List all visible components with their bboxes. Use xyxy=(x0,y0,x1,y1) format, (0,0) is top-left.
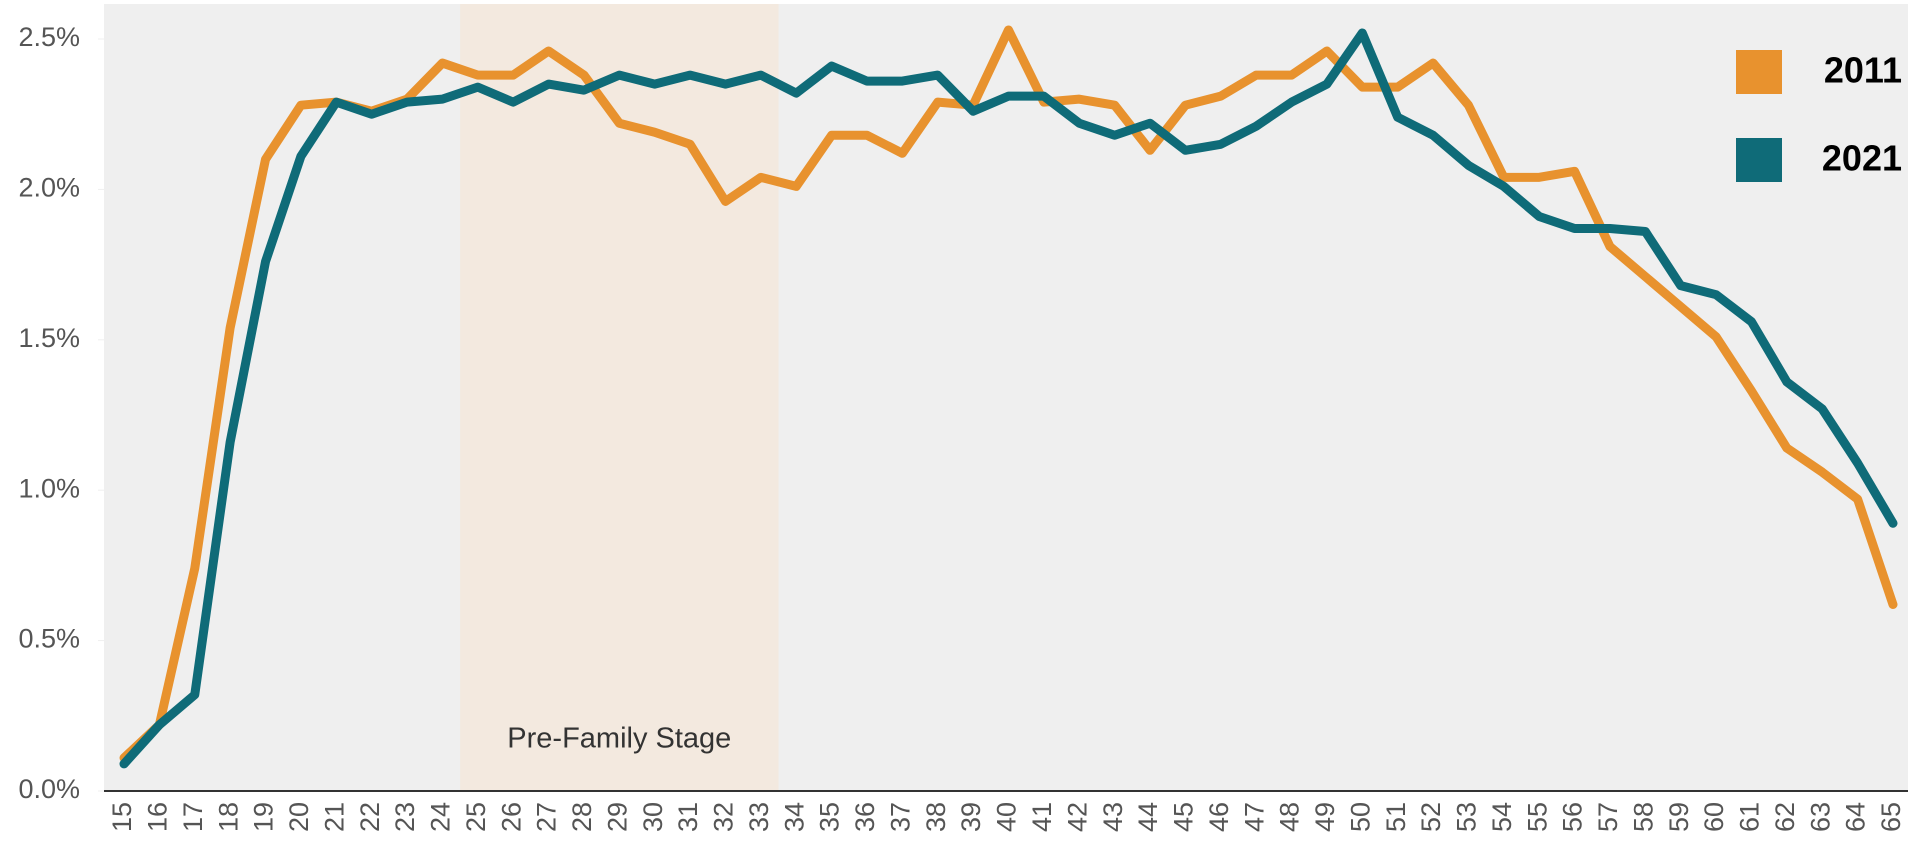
highlight-band xyxy=(460,4,779,791)
x-tick-label: 42 xyxy=(1062,802,1092,832)
x-tick-label: 50 xyxy=(1345,802,1375,832)
x-tick-label: 45 xyxy=(1169,802,1199,832)
x-tick-label: 49 xyxy=(1310,802,1340,832)
series-line xyxy=(119,25,1898,763)
plot-background xyxy=(104,4,1908,791)
x-tick-label: 33 xyxy=(744,802,774,832)
x-tick-label: 39 xyxy=(956,802,986,832)
x-tick-label: 59 xyxy=(1664,802,1694,832)
x-tick-label: 27 xyxy=(532,802,562,832)
legend-swatch xyxy=(1736,50,1782,94)
x-tick-label: 19 xyxy=(249,802,279,832)
x-tick-label: 15 xyxy=(107,802,137,832)
x-tick-label: 40 xyxy=(992,802,1022,832)
x-tick-label: 65 xyxy=(1876,802,1906,832)
x-tick-label: 16 xyxy=(143,802,173,832)
x-tick-label: 57 xyxy=(1593,802,1623,832)
x-tick-label: 35 xyxy=(815,802,845,832)
x-tick-label: 23 xyxy=(390,802,420,832)
y-tick-label: 1.0% xyxy=(18,473,80,503)
x-tick-label: 24 xyxy=(426,802,456,832)
x-tick-label: 31 xyxy=(673,802,703,832)
x-tick-label: 54 xyxy=(1487,802,1517,832)
x-tick-label: 51 xyxy=(1381,802,1411,832)
x-tick-label: 46 xyxy=(1204,802,1234,832)
x-tick-label: 44 xyxy=(1133,802,1163,832)
x-tick-label: 18 xyxy=(213,802,243,832)
x-tick-label: 52 xyxy=(1416,802,1446,832)
x-tick-label: 17 xyxy=(178,802,208,832)
legend-swatch xyxy=(1736,138,1782,182)
x-tick-label: 60 xyxy=(1699,802,1729,832)
x-tick-label: 63 xyxy=(1805,802,1835,832)
x-tick-label: 25 xyxy=(461,802,491,832)
x-tick-label: 28 xyxy=(567,802,597,832)
x-tick-label: 53 xyxy=(1452,802,1482,832)
y-tick-label: 0.5% xyxy=(18,624,80,654)
x-tick-label: 30 xyxy=(638,802,668,832)
x-tick-label: 32 xyxy=(709,802,739,832)
x-tick-label: 43 xyxy=(1098,802,1128,832)
highlight-label: Pre-Family Stage xyxy=(507,723,731,755)
x-tick-label: 47 xyxy=(1239,802,1269,832)
x-tick-label: 22 xyxy=(355,802,385,832)
x-tick-label: 61 xyxy=(1735,802,1765,832)
x-tick-label: 37 xyxy=(885,802,915,832)
x-tick-label: 38 xyxy=(921,802,951,832)
x-tick-label: 58 xyxy=(1628,802,1658,832)
x-tick-label: 21 xyxy=(319,802,349,832)
legend-label: 2011 xyxy=(1824,50,1902,91)
y-tick-label: 1.5% xyxy=(18,323,80,353)
x-tick-label: 41 xyxy=(1027,802,1057,832)
y-tick-label: 2.5% xyxy=(18,22,80,52)
x-tick-label: 56 xyxy=(1558,802,1588,832)
x-tick-label: 36 xyxy=(850,802,880,832)
x-tick-label: 20 xyxy=(284,802,314,832)
x-tick-label: 55 xyxy=(1522,802,1552,832)
x-tick-label: 26 xyxy=(496,802,526,832)
y-tick-label: 2.0% xyxy=(18,173,80,203)
y-tick-label: 0.0% xyxy=(18,774,80,804)
series-line xyxy=(119,28,1898,769)
legend-label: 2021 xyxy=(1822,138,1902,179)
x-tick-label: 48 xyxy=(1275,802,1305,832)
x-tick-label: 64 xyxy=(1841,802,1871,832)
x-tick-label: 62 xyxy=(1770,802,1800,832)
x-tick-label: 34 xyxy=(779,802,809,832)
x-tick-label: 29 xyxy=(602,802,632,832)
